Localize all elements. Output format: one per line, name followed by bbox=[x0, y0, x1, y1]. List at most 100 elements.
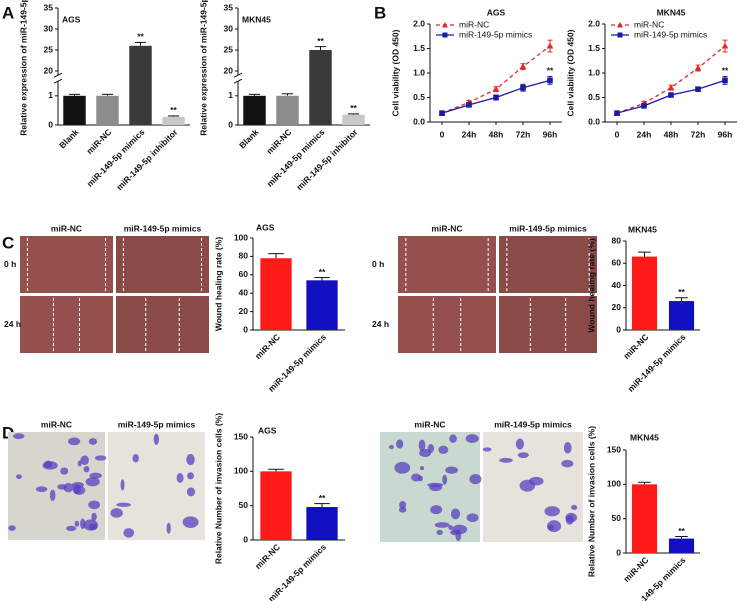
y-tick-label: 0 bbox=[243, 534, 248, 544]
x-tick-label: miR-149-5p mimics bbox=[626, 555, 688, 601]
y-axis-label: Relative expression of miR-149-5p bbox=[198, 0, 208, 136]
axis-break-mark bbox=[233, 72, 243, 78]
significance-label: ** bbox=[547, 66, 554, 76]
cell-stain bbox=[153, 433, 160, 445]
cell-stain bbox=[388, 445, 394, 450]
bar bbox=[631, 484, 658, 553]
bar bbox=[276, 95, 299, 125]
y-tick-label: 20 bbox=[612, 302, 622, 312]
micrograph bbox=[398, 296, 496, 353]
y-tick-label: 0 bbox=[228, 119, 233, 129]
cell-stain bbox=[482, 447, 492, 452]
cell-stain bbox=[448, 525, 453, 531]
y-tick-label: 0 bbox=[616, 324, 621, 334]
cell-stain bbox=[110, 508, 123, 518]
bar bbox=[342, 114, 365, 125]
y-tick-label: 20 bbox=[239, 306, 249, 316]
cell-stain bbox=[132, 454, 139, 463]
panel-label: C bbox=[2, 233, 14, 252]
y-tick-label: 1.0 bbox=[413, 67, 425, 77]
x-tick-label: 48h bbox=[489, 129, 504, 139]
y-tick-label: 1.5 bbox=[588, 43, 600, 53]
cell-stain bbox=[15, 474, 22, 479]
marker bbox=[722, 77, 728, 84]
y-axis-label: Relative Number of invasion cells (%) bbox=[586, 426, 596, 577]
y-tick-label: 25 bbox=[44, 44, 54, 54]
x-tick-label: 24h bbox=[462, 129, 477, 139]
bar bbox=[162, 116, 185, 125]
bar bbox=[631, 256, 658, 330]
cell-stain bbox=[517, 452, 529, 459]
significance-label: ** bbox=[722, 66, 729, 76]
bar bbox=[668, 301, 695, 330]
y-tick-label: 60 bbox=[612, 258, 622, 268]
x-tick-label: miR-NC bbox=[253, 332, 282, 361]
panel-label: B bbox=[374, 3, 386, 22]
y-tick-label: 150 bbox=[234, 431, 248, 441]
cell-stain bbox=[394, 461, 411, 474]
y-tick-label: 1.5 bbox=[413, 43, 425, 53]
cell-stain bbox=[563, 442, 572, 454]
significance-label: ** bbox=[678, 287, 685, 297]
cell-stain bbox=[91, 512, 97, 521]
image-row-label: 24 h bbox=[4, 319, 21, 329]
x-tick-label: 24h bbox=[637, 129, 652, 139]
chart-title: MKN45 bbox=[657, 7, 686, 17]
image-row-label: 24 h bbox=[372, 319, 389, 329]
cell-stain bbox=[455, 529, 462, 542]
micrograph bbox=[20, 236, 113, 293]
cell-stain bbox=[452, 524, 468, 535]
cell-stain bbox=[88, 500, 101, 510]
image-column-label: miR-149-5p mimics bbox=[124, 223, 202, 233]
x-tick-label: 96h bbox=[543, 129, 558, 139]
panel-label: A bbox=[2, 3, 14, 22]
legend-marker bbox=[617, 32, 623, 38]
cell-stain bbox=[49, 489, 56, 501]
cell-stain bbox=[449, 434, 457, 443]
x-tick-label: Blank bbox=[57, 127, 81, 151]
y-tick-label: 35 bbox=[224, 2, 234, 12]
legend-label: miR-NC bbox=[459, 19, 489, 29]
y-tick-label: 100 bbox=[234, 232, 248, 242]
cell-stain bbox=[445, 466, 458, 474]
cell-stain bbox=[85, 477, 100, 487]
y-tick-label: 25 bbox=[224, 44, 234, 54]
y-tick-label: 30 bbox=[224, 23, 234, 33]
cell-stain bbox=[80, 455, 89, 466]
y-tick-label: 1.0 bbox=[588, 67, 600, 77]
y-tick-label: 30 bbox=[44, 23, 54, 33]
x-tick-label: 96h bbox=[718, 129, 733, 139]
significance-label: ** bbox=[317, 36, 324, 46]
marker bbox=[466, 102, 472, 108]
cell-stain bbox=[71, 481, 85, 488]
image-column-label: miR-NC bbox=[414, 419, 445, 429]
y-axis-label: Cell viability (OD 450) bbox=[390, 29, 400, 116]
cell-stain bbox=[529, 476, 544, 486]
y-axis-label: Relative Number of invasion cells (%) bbox=[213, 413, 223, 564]
cell-stain bbox=[438, 445, 449, 455]
y-tick-label: 60 bbox=[239, 269, 249, 279]
x-tick-label: miR-149-5p inhibitor bbox=[114, 126, 180, 192]
cell-stain bbox=[63, 482, 74, 493]
x-tick-label: miR-NC bbox=[621, 332, 650, 361]
bar bbox=[96, 95, 119, 125]
marker bbox=[694, 64, 702, 71]
cell-stain bbox=[73, 485, 86, 495]
cell-stain bbox=[418, 439, 426, 452]
cell-stain bbox=[515, 438, 524, 450]
bar bbox=[129, 45, 152, 125]
cell-stain bbox=[571, 504, 578, 510]
significance-label: ** bbox=[319, 493, 326, 503]
axis-break-mark bbox=[53, 72, 63, 78]
cell-stain bbox=[399, 501, 407, 509]
axis-break-mark bbox=[53, 78, 63, 84]
chart-title: AGS bbox=[487, 7, 506, 17]
marker bbox=[519, 63, 527, 70]
marker bbox=[695, 86, 701, 92]
cell-stain bbox=[442, 474, 448, 485]
x-tick-label: miR-NC bbox=[621, 555, 650, 584]
image-row-label: 0 h bbox=[372, 259, 384, 269]
marker bbox=[492, 85, 500, 92]
y-tick-label: 100 bbox=[234, 466, 248, 476]
